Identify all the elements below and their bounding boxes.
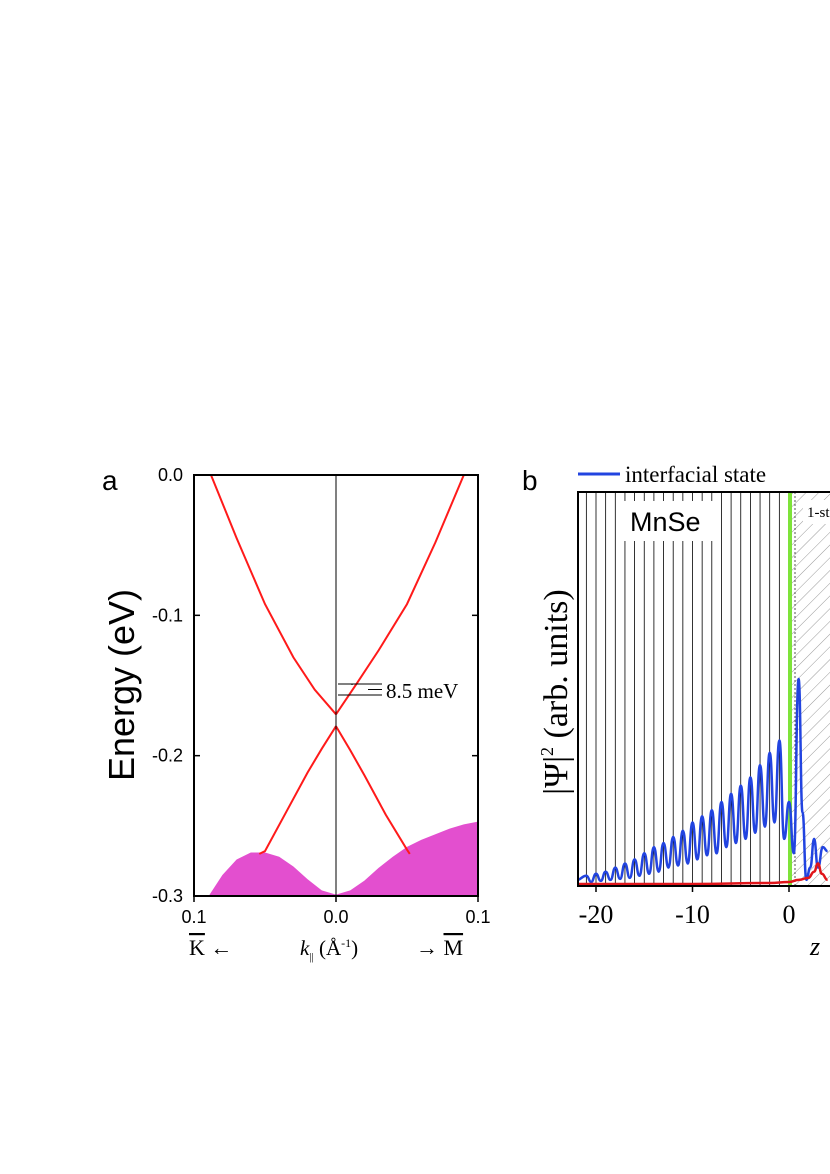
psi-exponent: 2 [537, 747, 557, 756]
gap-annotation: 8.5 meV [338, 679, 458, 703]
x-tick-label: 0.1 [465, 907, 490, 927]
panel-b-x-label: z [809, 932, 820, 961]
band-lower-left [258, 725, 337, 855]
x-tick-label: 0 [783, 900, 796, 929]
panel-b-x-axis: -20 -10 0 [579, 886, 796, 929]
y-tick-label: -0.3 [152, 886, 183, 906]
region-label-bg [803, 500, 830, 524]
direction-right: → M [416, 935, 463, 960]
layer-lines [585, 492, 790, 886]
panel-a-x-label: K ← k|| (Å-1) → M [189, 935, 463, 963]
panel-b-label: b [522, 465, 538, 496]
x-tick-label: 0.0 [323, 907, 348, 927]
panel-a: a 0.0 -0.1 -0.2 -0.3 0.1 0.0 0.1 8.5 meV Ener… [101, 465, 491, 963]
psi-units: (arb. units) [538, 589, 575, 747]
k-subscript: || [309, 951, 313, 963]
curve-interfacial-state [578, 677, 828, 884]
x-tick-label: 0.1 [181, 907, 206, 927]
x-tick-label: -20 [579, 900, 614, 929]
panel-b-frame [577, 491, 830, 887]
left-arrow: ← [205, 935, 233, 960]
k-close: ) [351, 936, 358, 960]
y-tick-label: -0.2 [152, 746, 183, 766]
bulk-continuum [209, 821, 478, 896]
legend-label-interfacial: interfacial state [625, 462, 766, 487]
y-tick-label: 0.0 [158, 465, 183, 485]
material-label-bg [624, 501, 716, 541]
panel-b-y-label: |Ψ|2 (arb. units) [537, 589, 575, 794]
x-tick-label: -10 [675, 900, 710, 929]
panel-b: b interfacial state MnSe 1-st -20 -10 0 z … [522, 462, 830, 961]
y-tick-label: -0.1 [152, 605, 183, 625]
panel-b-curves [578, 677, 828, 886]
band-upper-left [210, 474, 337, 715]
panel-b-legend: interfacial state [578, 462, 766, 487]
k-units: (Å [314, 936, 342, 960]
gap-label: 8.5 meV [386, 679, 458, 703]
material-label: MnSe [630, 507, 701, 537]
k-symbol: k [300, 936, 310, 960]
panel-a-bands [210, 474, 465, 855]
right-arrow: → [416, 935, 444, 960]
direction-left: K ← [189, 935, 232, 960]
k-exponent: -1 [341, 936, 351, 950]
m-bar-point: M [444, 935, 464, 960]
region-label: 1-st [807, 505, 830, 521]
band-upper-right [335, 474, 465, 715]
panel-a-y-axis: 0.0 -0.1 -0.2 -0.3 [152, 465, 478, 906]
psi-abs: |Ψ| [538, 756, 575, 795]
k-parallel-label: k|| (Å-1) [300, 936, 358, 963]
panel-a-y-label: Energy (eV) [101, 589, 142, 781]
panel-a-x-axis: 0.1 0.0 0.1 [181, 896, 491, 927]
panel-a-bulk-region [209, 821, 478, 896]
k-bar-point: K [189, 935, 205, 960]
band-lower-right [335, 725, 411, 855]
panel-a-label: a [102, 465, 118, 496]
curve-second-state [578, 862, 828, 886]
